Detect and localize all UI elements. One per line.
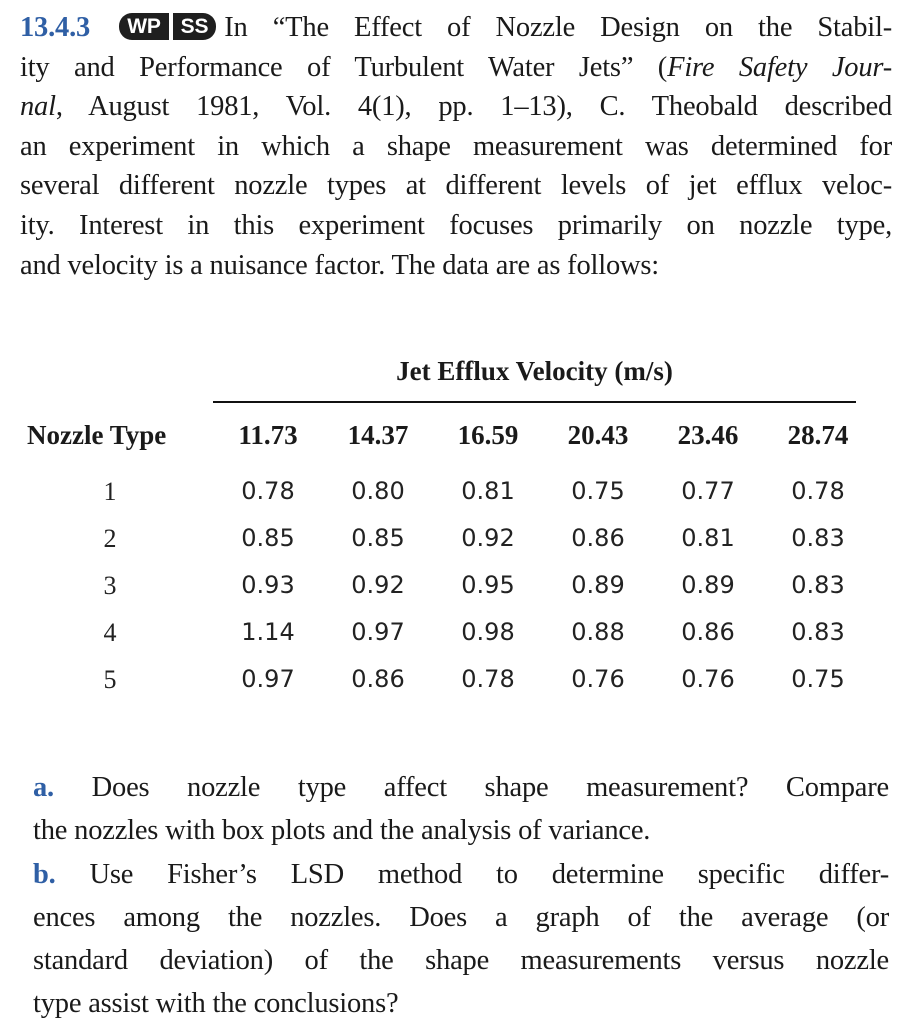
velocity-header: 20.43 (567, 420, 629, 450)
table-cell: 0.85 (241, 524, 295, 552)
table-cell: 0.95 (461, 571, 515, 599)
table-cell: 0.92 (351, 571, 405, 599)
question-a-line-1: a. Does nozzle type affect shape measure… (33, 766, 889, 809)
problem-text-2: ity and Performance of Turbulent Water J… (20, 51, 668, 83)
questions: a. Does nozzle type affect shape measure… (33, 766, 889, 1026)
problem-number: 13.4.3 (20, 12, 91, 43)
table-cell: 0.86 (571, 524, 625, 552)
ss-badge: SS (170, 13, 217, 40)
table-cell: 0.86 (351, 665, 405, 693)
problem-line-3: nal, August 1981, Vol. 4(1), pp. 1–13), … (20, 87, 892, 127)
table-cell: 0.93 (241, 571, 295, 599)
table-row: 5 0.97 0.86 0.78 0.76 0.76 0.75 (0, 665, 915, 705)
row-header: Nozzle Type (27, 420, 167, 450)
nozzle-number: 4 (103, 618, 117, 647)
table-cell: 0.78 (461, 665, 515, 693)
table-row: 1 0.78 0.80 0.81 0.75 0.77 0.78 (0, 477, 915, 517)
velocity-header: 28.74 (787, 420, 849, 450)
problem-line-5: several different nozzle types at differ… (20, 170, 892, 202)
table-cell: 0.75 (571, 477, 625, 505)
column-group-title: Jet Efflux Velocity (m/s) (396, 356, 673, 386)
table-cell: 0.76 (571, 665, 625, 693)
table-cell: 0.98 (461, 618, 515, 646)
velocity-header: 16.59 (457, 420, 519, 450)
journal-title-part-1: Fire Safety Jour- (667, 51, 892, 83)
nozzle-number: 3 (103, 571, 117, 600)
table-cell: 0.77 (681, 477, 735, 505)
question-a-letter: a. (33, 772, 54, 803)
table-row: 2 0.85 0.85 0.92 0.86 0.81 0.83 (0, 524, 915, 564)
previous-text-fragment (0, 0, 915, 6)
problem-line-4: an experiment in which a shape measureme… (20, 130, 892, 162)
nozzle-number: 2 (103, 524, 117, 553)
table-header-row: Nozzle Type 11.73 14.37 16.59 20.43 23.4… (0, 420, 915, 460)
table-cell: 0.75 (791, 665, 845, 693)
table-cell: 0.81 (681, 524, 735, 552)
question-b-line-2: ences among the nozzles. Does a graph of… (33, 901, 889, 933)
table-cell: 0.89 (571, 571, 625, 599)
problem-text-3: , August 1981, Vol. 4(1), pp. 1–13), C. … (55, 91, 892, 123)
question-b-letter: b. (33, 858, 56, 890)
table-cell: 0.83 (791, 571, 845, 599)
table-cell: 0.83 (791, 524, 845, 552)
problem-line-7: and velocity is a nuisance factor. The d… (20, 249, 659, 281)
question-a-line-2: the nozzles with box plots and the analy… (33, 815, 651, 847)
journal-title-part-2: nal (20, 91, 56, 123)
question-b-text-1: Use Fisher’s LSD method to determine spe… (89, 858, 889, 890)
table-cell: 0.80 (351, 477, 405, 505)
table-cell: 0.83 (791, 618, 845, 646)
table-cell: 0.97 (351, 618, 405, 646)
question-a-text-1: Does nozzle type affect shape measuremen… (91, 772, 890, 803)
table-cell: 0.97 (241, 665, 295, 693)
problem-line-2: ity and Performance of Turbulent Water J… (20, 48, 892, 88)
table-cell: 0.78 (241, 477, 295, 505)
problem-statement: 13.4.3 WP SS In “The Effect of Nozzle Desi… (20, 8, 892, 285)
table-cell: 1.14 (241, 618, 295, 646)
table-cell: 0.76 (681, 665, 735, 693)
velocity-header: 11.73 (238, 420, 298, 450)
question-b-line-4: type assist with the conclusions? (33, 988, 399, 1020)
problem-text-1: In “The Effect of Nozzle Design on the S… (224, 12, 892, 43)
problem-line-6: ity. Interest in this experiment focuses… (20, 209, 892, 241)
velocity-header: 23.46 (677, 420, 739, 450)
problem-line-1: 13.4.3 WP SS In “The Effect of Nozzle Desi… (20, 8, 892, 48)
table-cell: 0.86 (681, 618, 735, 646)
table-cell: 0.81 (461, 477, 515, 505)
velocity-header: 14.37 (347, 420, 409, 450)
question-b-line-3: standard deviation) of the shape measure… (33, 945, 889, 977)
wp-badge: WP (119, 13, 169, 40)
table-row: 3 0.93 0.92 0.95 0.89 0.89 0.83 (0, 571, 915, 611)
question-b-line-1: b. Use Fisher’s LSD method to determine … (33, 853, 889, 896)
nozzle-number: 5 (103, 665, 117, 694)
table-cell: 0.85 (351, 524, 405, 552)
table-cell: 0.92 (461, 524, 515, 552)
nozzle-number: 1 (103, 477, 117, 506)
table-row: 4 1.14 0.97 0.98 0.88 0.86 0.83 (0, 618, 915, 658)
header-rule (213, 401, 856, 403)
table-cell: 0.89 (681, 571, 735, 599)
table-cell: 0.78 (791, 477, 845, 505)
table-cell: 0.88 (571, 618, 625, 646)
